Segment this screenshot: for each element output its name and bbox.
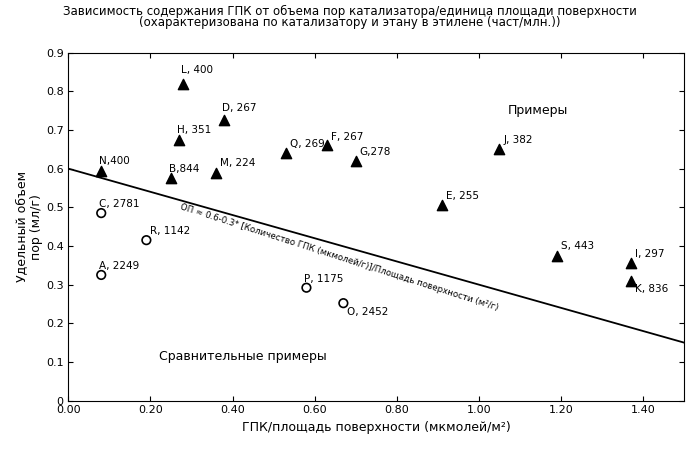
Text: ОП ≈ 0.6-0.3* [Количество ГПК (мкмолей/г)]/Площадь поверхности (м²/г): ОП ≈ 0.6-0.3* [Количество ГПК (мкмолей/г…	[179, 202, 500, 313]
Point	[178, 80, 189, 87]
Text: H, 351: H, 351	[177, 125, 211, 135]
Point	[301, 284, 312, 291]
Text: R, 1142: R, 1142	[150, 226, 191, 236]
Text: E, 255: E, 255	[446, 191, 479, 201]
Text: A, 2249: A, 2249	[99, 261, 139, 271]
Point	[322, 142, 333, 149]
Text: B,844: B,844	[169, 164, 199, 174]
Point	[210, 169, 222, 176]
Point	[166, 175, 177, 182]
Text: I, 297: I, 297	[635, 250, 664, 260]
Point	[493, 146, 505, 153]
Point	[96, 271, 107, 278]
Text: Зависимость содержания ГПК от объема пор катализатора/единица площади поверхност: Зависимость содержания ГПК от объема пор…	[63, 4, 636, 18]
Text: L, 400: L, 400	[181, 65, 213, 75]
Point	[173, 136, 185, 143]
Text: J, 382: J, 382	[503, 135, 533, 145]
X-axis label: ГПК/площадь поверхности (мкмолей/м²): ГПК/площадь поверхности (мкмолей/м²)	[242, 421, 510, 434]
Point	[338, 299, 349, 307]
Text: M, 224: M, 224	[220, 158, 256, 168]
Text: F, 267: F, 267	[331, 132, 363, 141]
Text: Q, 269: Q, 269	[290, 139, 325, 150]
Text: G,278: G,278	[360, 147, 391, 157]
Point	[96, 167, 107, 174]
Text: Примеры: Примеры	[507, 104, 568, 117]
Point	[625, 260, 636, 267]
Text: O, 2452: O, 2452	[347, 307, 389, 317]
Text: P, 1175: P, 1175	[304, 274, 344, 284]
Point	[140, 237, 152, 244]
Point	[280, 150, 291, 157]
Point	[436, 202, 447, 209]
Text: K, 836: K, 836	[635, 284, 668, 294]
Point	[96, 210, 107, 217]
Text: C, 2781: C, 2781	[99, 199, 140, 209]
Point	[625, 277, 636, 284]
Point	[219, 117, 230, 124]
Y-axis label: Удельный объем
пор (мл/г): Удельный объем пор (мл/г)	[15, 171, 43, 282]
Text: (охарактеризована по катализатору и этану в этилене (част/млн.)): (охарактеризована по катализатору и этан…	[138, 16, 561, 29]
Point	[552, 252, 563, 259]
Text: Сравнительные примеры: Сравнительные примеры	[159, 350, 326, 363]
Text: D, 267: D, 267	[222, 103, 257, 113]
Text: S, 443: S, 443	[561, 241, 594, 251]
Point	[350, 157, 361, 164]
Text: N,400: N,400	[99, 156, 130, 166]
